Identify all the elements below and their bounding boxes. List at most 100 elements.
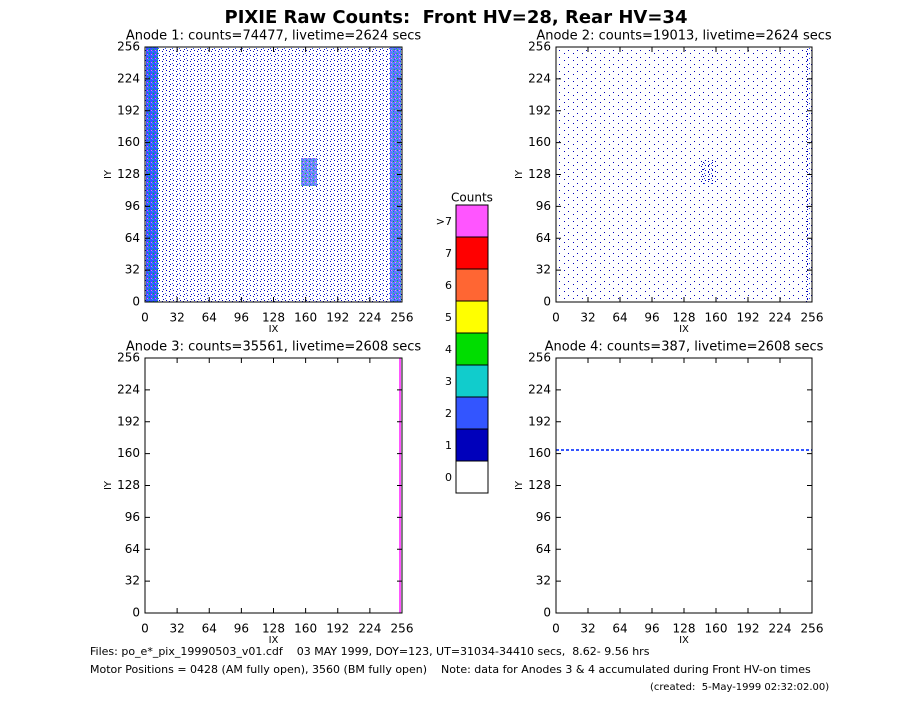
x-axis-label: IX: [269, 324, 279, 335]
x-tick-label: 256: [801, 622, 824, 636]
texture: [301, 158, 317, 186]
texture: [390, 47, 401, 302]
y-tick-label: 64: [536, 231, 551, 245]
x-tick-label: 256: [801, 311, 824, 325]
plot-frame: [144, 357, 403, 614]
colorbar-box: [455, 204, 489, 238]
y-tick-label: 256: [117, 40, 140, 54]
x-tick-label: 32: [169, 622, 184, 636]
x-tick-label: 192: [326, 622, 349, 636]
colorbar-box: [455, 268, 489, 302]
colorbar-label: 6: [445, 279, 452, 292]
colorbar-label: 2: [445, 407, 452, 420]
x-tick-label: 224: [358, 622, 381, 636]
x-tick-label: 192: [737, 311, 760, 325]
y-tick-label: 64: [536, 542, 551, 556]
panel-title: Anode 4: counts=387, livetime=2608 secs: [545, 340, 824, 355]
y-tick-label: 192: [528, 414, 551, 428]
y-axis-label: IY: [103, 480, 114, 490]
texture: [700, 160, 716, 184]
x-tick-label: 160: [705, 311, 728, 325]
x-tick-label: 192: [326, 311, 349, 325]
y-tick-label: 0: [132, 606, 140, 620]
x-tick-label: 0: [552, 622, 560, 636]
y-tick-label: 64: [125, 231, 140, 245]
y-tick-label: 128: [528, 167, 551, 181]
x-tick-label: 96: [234, 311, 249, 325]
panel-title: Anode 3: counts=35561, livetime=2608 sec…: [126, 340, 422, 355]
y-tick-label: 160: [117, 446, 140, 460]
y-tick-label: 160: [117, 135, 140, 149]
x-tick-label: 64: [612, 622, 627, 636]
panel-title: Anode 1: counts=74477, livetime=2624 sec…: [126, 29, 422, 44]
x-axis-label: IX: [679, 324, 689, 335]
y-tick-label: 32: [536, 263, 551, 277]
x-tick-label: 160: [294, 311, 317, 325]
y-tick-label: 0: [543, 295, 551, 309]
y-tick-label: 224: [528, 382, 551, 396]
y-axis-label: IY: [514, 480, 525, 490]
colorbar-box: [455, 300, 489, 334]
page-title: PIXIE Raw Counts: Front HV=28, Rear HV=3…: [225, 7, 688, 28]
y-tick-label: 192: [528, 103, 551, 117]
x-tick-label: 160: [705, 622, 728, 636]
y-tick-label: 64: [125, 542, 140, 556]
y-tick-label: 160: [528, 135, 551, 149]
y-tick-label: 256: [528, 40, 551, 54]
y-tick-label: 32: [125, 574, 140, 588]
y-tick-label: 0: [132, 295, 140, 309]
x-tick-label: 64: [202, 311, 217, 325]
footer-line: Files: po_e*_pix_19990503_v01.cdf 03 MAY…: [90, 645, 650, 658]
x-tick-label: 160: [294, 622, 317, 636]
x-axis-label: IX: [679, 635, 689, 646]
colorbar-label: 1: [445, 439, 452, 452]
y-tick-label: 128: [117, 167, 140, 181]
x-tick-label: 224: [769, 311, 792, 325]
x-axis-label: IX: [269, 635, 279, 646]
colorbar-label: 7: [445, 247, 452, 260]
footer-line: (created: 5-May-1999 02:32:02.00): [650, 682, 829, 693]
y-tick-label: 256: [528, 351, 551, 365]
y-tick-label: 32: [125, 263, 140, 277]
x-tick-label: 128: [673, 311, 696, 325]
colorbar-box: [455, 332, 489, 366]
colorbar-box: [455, 460, 489, 494]
x-tick-label: 0: [552, 311, 560, 325]
colorbar-box: [455, 428, 489, 462]
x-tick-label: 256: [391, 311, 414, 325]
x-tick-label: 96: [644, 311, 659, 325]
x-tick-label: 64: [202, 622, 217, 636]
y-tick-label: 224: [117, 71, 140, 85]
colorbar-label: 0: [445, 471, 452, 484]
footer-line: Motor Positions = 0428 (AM fully open), …: [90, 663, 811, 676]
y-tick-label: 224: [117, 382, 140, 396]
x-tick-label: 96: [234, 622, 249, 636]
y-tick-label: 96: [536, 199, 551, 213]
y-tick-label: 128: [528, 478, 551, 492]
x-tick-label: 32: [580, 622, 595, 636]
y-axis-label: IY: [514, 169, 525, 179]
x-tick-label: 32: [169, 311, 184, 325]
y-tick-label: 256: [117, 351, 140, 365]
colorbar-box: [455, 236, 489, 270]
y-axis-label: IY: [103, 169, 114, 179]
y-tick-label: 192: [117, 103, 140, 117]
colorbar-label: >7: [436, 215, 452, 228]
x-tick-label: 64: [612, 311, 627, 325]
panel-title: Anode 2: counts=19013, livetime=2624 sec…: [536, 29, 832, 44]
x-tick-label: 224: [769, 622, 792, 636]
y-tick-label: 160: [528, 446, 551, 460]
y-tick-label: 96: [536, 510, 551, 524]
colorbar-title: Counts: [451, 191, 493, 205]
y-tick-label: 96: [125, 199, 140, 213]
x-tick-label: 128: [262, 311, 285, 325]
colorbar-label: 3: [445, 375, 452, 388]
x-tick-label: 0: [141, 622, 149, 636]
x-tick-label: 224: [358, 311, 381, 325]
y-tick-label: 32: [536, 574, 551, 588]
x-tick-label: 96: [644, 622, 659, 636]
y-tick-label: 0: [543, 606, 551, 620]
x-tick-label: 128: [262, 622, 285, 636]
colorbar-box: [455, 396, 489, 430]
